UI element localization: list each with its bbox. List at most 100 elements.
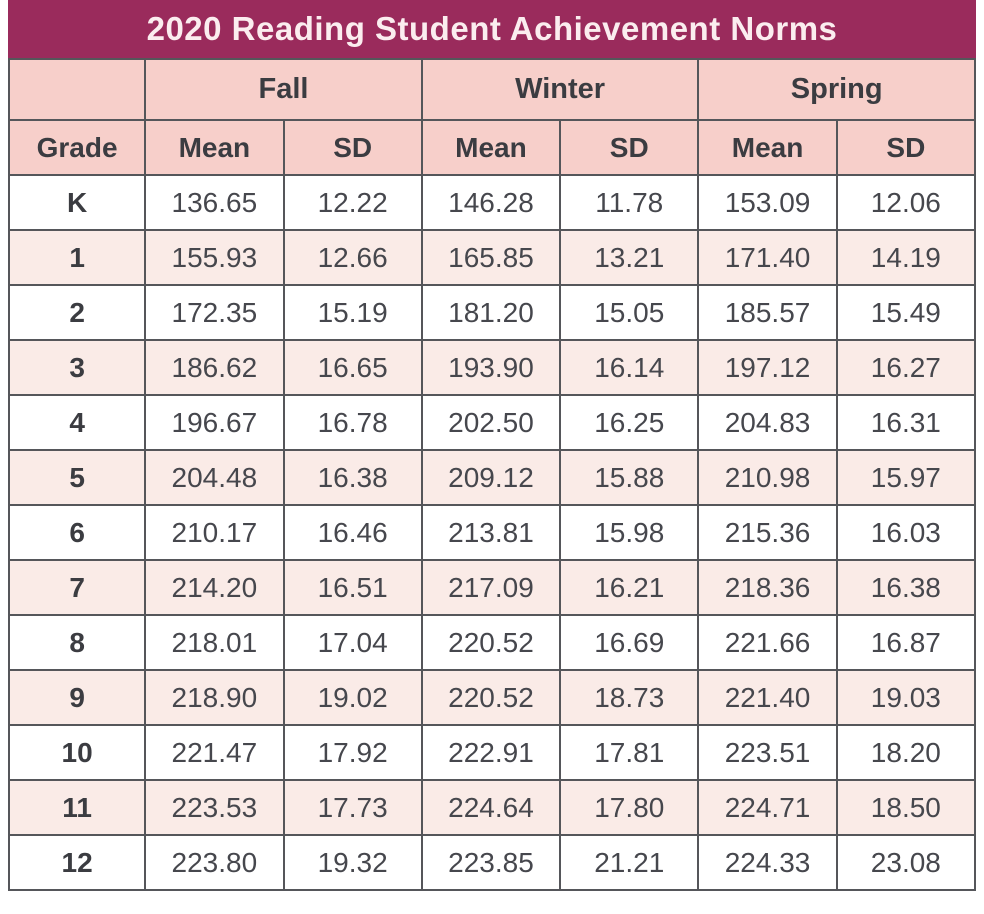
grade-cell: 4 — [7, 394, 147, 451]
value-cell: 218.90 — [144, 669, 285, 726]
value-cell: 171.40 — [697, 229, 838, 286]
value-cell: 16.21 — [559, 559, 700, 616]
value-cell: 16.38 — [282, 449, 423, 506]
value-cell: 181.20 — [420, 284, 562, 341]
grade-cell: 7 — [7, 559, 147, 616]
value-cell: 222.91 — [420, 724, 562, 781]
grade-cell: 10 — [7, 724, 147, 781]
value-cell: 19.32 — [282, 834, 423, 891]
value-cell: 196.67 — [144, 394, 285, 451]
value-cell: 223.85 — [420, 834, 562, 891]
table-row: 3 186.62 16.65 193.90 16.14 197.12 16.27 — [7, 339, 977, 396]
grade-cell: 9 — [7, 669, 147, 726]
grade-cell: 8 — [7, 614, 147, 671]
grade-cell: 12 — [7, 834, 147, 891]
table-row: 7 214.20 16.51 217.09 16.21 218.36 16.38 — [7, 559, 977, 616]
value-cell: 204.83 — [697, 394, 838, 451]
page-title: 2020 Reading Student Achievement Norms — [146, 10, 838, 47]
grade-cell: 3 — [7, 339, 147, 396]
table-row: 11 223.53 17.73 224.64 17.80 224.71 18.50 — [7, 779, 977, 836]
value-cell: 17.73 — [282, 779, 423, 836]
value-cell: 19.03 — [835, 669, 977, 726]
norms-table-page: 2020 Reading Student Achievement Norms F… — [7, 0, 977, 891]
table-header: Fall Winter Spring Grade Mean SD Mean SD… — [7, 58, 977, 176]
table-row: 5 204.48 16.38 209.12 15.88 210.98 15.97 — [7, 449, 977, 506]
grade-cell: 6 — [7, 504, 147, 561]
value-cell: 220.52 — [420, 614, 562, 671]
value-cell: 210.17 — [144, 504, 285, 561]
value-cell: 202.50 — [420, 394, 562, 451]
value-cell: 153.09 — [697, 174, 838, 231]
value-cell: 15.97 — [835, 449, 977, 506]
value-cell: 19.02 — [282, 669, 423, 726]
value-cell: 220.52 — [420, 669, 562, 726]
season-header-row: Fall Winter Spring — [7, 58, 976, 121]
value-cell: 12.06 — [835, 174, 977, 231]
value-cell: 16.25 — [559, 394, 700, 451]
value-cell: 136.65 — [144, 174, 285, 231]
value-cell: 185.57 — [697, 284, 838, 341]
table-row: 10 221.47 17.92 222.91 17.81 223.51 18.20 — [7, 724, 977, 781]
value-cell: 17.04 — [282, 614, 423, 671]
value-cell: 223.80 — [144, 834, 285, 891]
title-bar: 2020 Reading Student Achievement Norms — [8, 0, 976, 58]
value-cell: 224.64 — [420, 779, 562, 836]
grade-cell: 11 — [7, 779, 147, 836]
table-row: 6 210.17 16.46 213.81 15.98 215.36 16.03 — [7, 504, 977, 561]
value-cell: 209.12 — [420, 449, 562, 506]
value-cell: 13.21 — [559, 229, 700, 286]
corner-cell — [7, 58, 147, 121]
value-cell: 223.53 — [144, 779, 285, 836]
value-cell: 221.66 — [697, 614, 838, 671]
value-cell: 15.19 — [282, 284, 423, 341]
value-cell: 14.19 — [835, 229, 977, 286]
column-header-grade: Grade — [7, 119, 147, 176]
value-cell: 18.20 — [835, 724, 977, 781]
value-cell: 15.88 — [559, 449, 700, 506]
value-cell: 165.85 — [420, 229, 562, 286]
value-cell: 221.47 — [144, 724, 285, 781]
value-cell: 204.48 — [144, 449, 285, 506]
table-body: K 136.65 12.22 146.28 11.78 153.09 12.06 1 155.9… — [7, 174, 977, 891]
table-row: 1 155.93 12.66 165.85 13.21 171.40 14.19 — [7, 229, 977, 286]
season-header-spring: Spring — [697, 58, 976, 121]
table-row: 8 218.01 17.04 220.52 16.69 221.66 16.87 — [7, 614, 977, 671]
value-cell: 16.31 — [835, 394, 977, 451]
table-row: 4 196.67 16.78 202.50 16.25 204.83 16.31 — [7, 394, 977, 451]
value-cell: 18.50 — [835, 779, 977, 836]
grade-cell: 2 — [7, 284, 147, 341]
value-cell: 16.03 — [835, 504, 977, 561]
value-cell: 146.28 — [420, 174, 562, 231]
grade-cell: 1 — [7, 229, 147, 286]
value-cell: 12.66 — [282, 229, 423, 286]
value-cell: 17.92 — [282, 724, 423, 781]
value-cell: 155.93 — [144, 229, 285, 286]
value-cell: 11.78 — [559, 174, 700, 231]
value-cell: 215.36 — [697, 504, 838, 561]
value-cell: 218.01 — [144, 614, 285, 671]
value-cell: 15.98 — [559, 504, 700, 561]
grade-cell: 5 — [7, 449, 147, 506]
column-header-fall-mean: Mean — [144, 119, 285, 176]
value-cell: 17.80 — [559, 779, 700, 836]
value-cell: 221.40 — [697, 669, 838, 726]
value-cell: 16.14 — [559, 339, 700, 396]
value-cell: 213.81 — [420, 504, 562, 561]
grade-cell: K — [7, 174, 147, 231]
table-row: 12 223.80 19.32 223.85 21.21 224.33 23.08 — [7, 834, 977, 891]
value-cell: 218.36 — [697, 559, 838, 616]
column-header-spring-mean: Mean — [697, 119, 838, 176]
table-row: 9 218.90 19.02 220.52 18.73 221.40 19.03 — [7, 669, 977, 726]
value-cell: 16.27 — [835, 339, 977, 396]
value-cell: 193.90 — [420, 339, 562, 396]
table-row: 2 172.35 15.19 181.20 15.05 185.57 15.49 — [7, 284, 977, 341]
value-cell: 21.21 — [559, 834, 700, 891]
value-cell: 15.49 — [835, 284, 977, 341]
value-cell: 16.69 — [559, 614, 700, 671]
value-cell: 172.35 — [144, 284, 285, 341]
value-cell: 210.98 — [697, 449, 838, 506]
column-header-row: Grade Mean SD Mean SD Mean SD — [7, 119, 977, 176]
season-header-winter: Winter — [420, 58, 700, 121]
value-cell: 16.65 — [282, 339, 423, 396]
value-cell: 12.22 — [282, 174, 423, 231]
